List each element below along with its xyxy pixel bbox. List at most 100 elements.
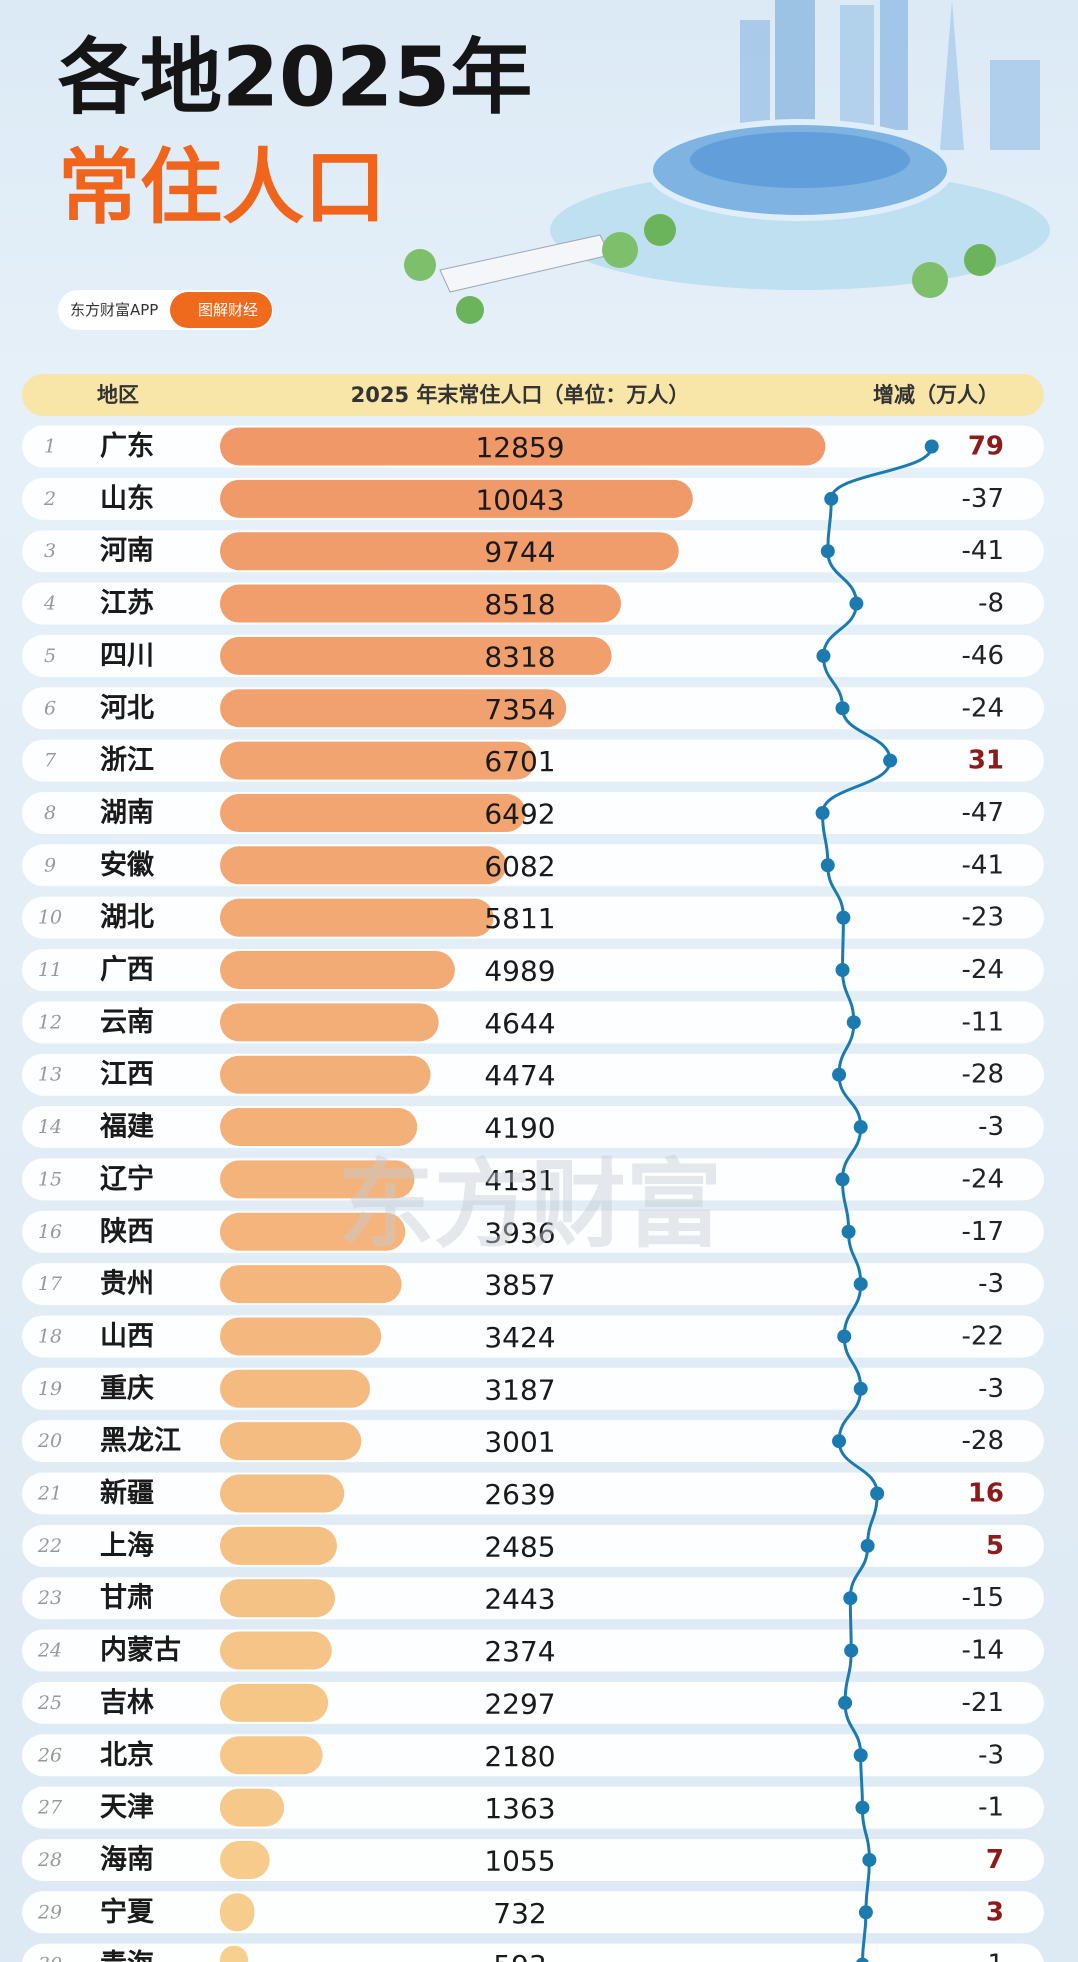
y-tick-label: 四川 [100,640,154,671]
change-label: -23 [962,903,1004,933]
value-label: 2374 [484,1635,555,1668]
bar [220,1108,418,1147]
rank: 22 [37,1535,62,1557]
bar [220,793,526,832]
change-label: -11 [962,1007,1004,1037]
bar [220,427,826,466]
y-tick-label: 宁夏 [100,1896,155,1928]
rank: 20 [37,1430,62,1452]
value-label: 4989 [484,955,555,988]
value-label: 3936 [484,1216,555,1249]
rank: 2 [43,488,56,510]
value-label: 10043 [475,483,564,516]
rank: 3 [44,540,56,562]
bar [220,1945,248,1962]
y-tick-label: 内蒙古 [100,1635,181,1666]
rank: 16 [38,1221,62,1243]
rank: 9 [44,854,56,876]
change-point [862,1852,877,1867]
change-label: -17 [962,1217,1004,1247]
change-label: 79 [968,432,1004,462]
value-label: 4474 [484,1059,555,1092]
header: 2025 年末常住人口（单位：万人） [351,383,690,407]
bar [220,1474,345,1513]
change-point [820,858,835,873]
change-label: -46 [962,641,1004,671]
rank: 30 [38,1954,62,1962]
value-label: 8318 [484,640,555,673]
change-label: 7 [986,1845,1004,1875]
y-tick-label: 陕西 [100,1216,154,1247]
change-point [835,963,850,977]
value-label: 3857 [484,1269,555,1302]
rank: 5 [44,645,56,667]
tag-badge [170,292,272,328]
header: 地区 [97,383,139,407]
change-label: -41 [962,536,1004,566]
change-point [855,1957,869,1962]
bar [220,1526,337,1565]
change-point [835,701,850,716]
rank: 7 [44,750,57,772]
change-point [849,596,864,611]
change-point [838,1695,853,1710]
y-tick-label: 天津 [100,1792,154,1823]
change-point [853,1381,868,1396]
bar [220,1893,255,1932]
skyline-illustration [404,0,1050,324]
change-point [843,1591,858,1606]
value-label: 2443 [484,1583,555,1616]
bar [220,1579,336,1618]
change-label: -1 [978,1793,1004,1823]
row-background [22,1943,1044,1962]
bar [220,1212,406,1251]
change-label: -28 [962,1426,1004,1456]
bar [220,1422,362,1461]
value-label: 1363 [484,1792,555,1825]
change-label: 3 [986,1897,1004,1927]
y-tick-label: 贵州 [100,1269,154,1300]
value-label: 8518 [484,588,555,621]
change-point [858,1905,873,1920]
y-tick-label: 吉林 [100,1687,154,1718]
rank: 15 [38,1168,62,1190]
change-label: -47 [962,798,1004,828]
rank: 10 [38,907,62,929]
value-label: 2639 [484,1478,555,1511]
value-label: 9744 [484,536,555,569]
bar [220,1683,329,1722]
rank: 12 [38,1011,62,1033]
rank: 26 [37,1744,62,1766]
header-row [22,374,1044,416]
bar [220,846,507,885]
y-tick-label: 湖南 [100,797,154,828]
y-tick-label: 山西 [100,1321,154,1352]
y-tick-label: 云南 [100,1007,154,1038]
rank: 4 [43,593,56,615]
value-label: 732 [493,1897,546,1930]
y-tick-label: 广西 [100,955,154,986]
change-point [841,1224,856,1239]
change-point [820,544,835,559]
rank: 21 [37,1483,62,1505]
change-point [860,1538,875,1553]
rank: 14 [38,1116,62,1138]
change-point [855,1800,870,1815]
y-tick-label: 福建 [99,1112,154,1143]
y-tick-label: 湖北 [100,902,154,933]
tag: 图解财经 [198,301,258,319]
rank: 23 [37,1587,62,1609]
y-tick-label: 重庆 [100,1372,154,1404]
bar [220,1055,431,1094]
value-label: 6701 [484,745,555,778]
value-label: 3424 [484,1321,555,1354]
row-background [22,1891,1044,1934]
change-point [832,1434,847,1449]
value-label: 2485 [484,1530,555,1563]
rank: 6 [44,697,56,719]
bar [220,1265,402,1304]
value-label: 2180 [484,1740,555,1773]
value-label: 5811 [484,902,555,935]
change-point [853,1277,868,1292]
